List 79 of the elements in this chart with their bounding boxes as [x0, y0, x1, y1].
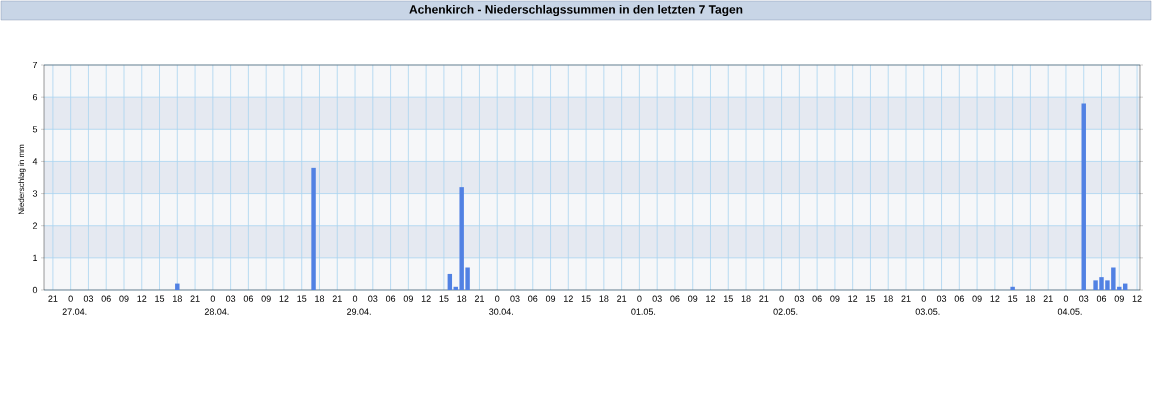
x-tick-label: 12 — [564, 295, 573, 302]
x-tick-label: 0 — [495, 295, 500, 302]
x-tick-label: 06 — [385, 295, 396, 302]
x-tick-label: 09 — [545, 295, 556, 302]
x-tick-label: 03 — [368, 295, 378, 302]
x-tick-label: 0 — [921, 295, 926, 302]
x-tick-label: 03 — [510, 295, 520, 302]
x-tick-label: 03 — [936, 295, 947, 302]
text: 29.04. — [347, 308, 371, 315]
x-tick-label: 15 — [866, 295, 876, 302]
x-tick-label: 09 — [972, 295, 982, 302]
text: 27.04. — [62, 308, 87, 315]
text: 01.05. — [631, 308, 656, 315]
y-tick-label: 2 — [32, 222, 38, 229]
x-tick-label: 12 — [1132, 295, 1142, 302]
y-tick-label: 7 — [32, 61, 38, 69]
x-tick-label: 03 — [1079, 295, 1089, 302]
x-tick-label: 15 — [155, 295, 165, 302]
x-tick-label: 18 — [1026, 295, 1035, 302]
y-tick-label: 0 — [32, 286, 38, 294]
x-tick-label: 09 — [403, 295, 413, 302]
x-tick-label: 09 — [261, 295, 271, 302]
x-tick-label: 18 — [883, 295, 893, 302]
x-tick-label: 18 — [173, 295, 182, 302]
x-tick-label: 06 — [528, 295, 538, 302]
y-tick-label: 3 — [32, 190, 38, 197]
text: 03.05. — [915, 308, 940, 315]
x-tick-label: 06 — [1096, 295, 1107, 302]
x-tick-label: 21 — [617, 295, 627, 302]
x-tick-label: 15 — [297, 295, 307, 302]
text: 02.05. — [773, 308, 798, 315]
text: 30.04. — [489, 308, 513, 315]
x-tick-label: 15 — [723, 295, 733, 302]
x-tick-label: 09 — [830, 295, 840, 302]
x-tick-label: 06 — [812, 295, 822, 302]
x-tick-label: 21 — [474, 295, 484, 302]
x-tick-label: 15 — [581, 295, 591, 302]
text: 04.05. — [1057, 308, 1082, 315]
x-tick-label: 15 — [439, 295, 449, 302]
x-tick-label: 18 — [741, 295, 751, 302]
x-tick-label: 0 — [637, 295, 642, 302]
x-tick-label: 12 — [990, 295, 1000, 302]
x-tick-label: 12 — [848, 295, 858, 302]
x-tick-label: 09 — [119, 295, 129, 302]
x-tick-label: 12 — [421, 295, 431, 302]
x-tick-label: 12 — [279, 295, 289, 302]
x-tick-label: 12 — [706, 295, 716, 302]
x-tick-label: 21 — [190, 295, 200, 302]
x-tick-label: 12 — [137, 295, 147, 302]
x-tick-label: 21 — [48, 295, 58, 302]
x-tick-label: 09 — [1114, 295, 1124, 302]
x-tick-label: 0 — [352, 295, 358, 302]
x-tick-label: 18 — [315, 295, 325, 302]
x-tick-label: 03 — [652, 295, 662, 302]
x-tick-label: 0 — [210, 295, 215, 302]
x-tick-label: 21 — [901, 295, 911, 302]
x-tick-label: 0 — [68, 295, 73, 302]
x-tick-label: 03 — [83, 295, 94, 302]
y-tick-label: 5 — [32, 126, 38, 133]
text: 28.04. — [204, 308, 229, 315]
x-tick-label: 0 — [1063, 295, 1069, 302]
x-tick-label: 21 — [1043, 295, 1053, 302]
y-tick-label: 6 — [32, 93, 38, 101]
x-tick-label: 06 — [670, 295, 680, 302]
x-tick-label: 15 — [1008, 295, 1018, 302]
x-tick-label: 06 — [954, 295, 964, 302]
y-tick-label: 4 — [32, 158, 38, 165]
chart-title: Achenkirch - Niederschlagssummen in den letzten 7 Tagen — [409, 4, 743, 17]
x-tick-label: 03 — [794, 295, 804, 302]
x-tick-label: 0 — [779, 295, 784, 302]
x-tick-label: 18 — [457, 295, 467, 302]
x-tick-label: 03 — [225, 295, 236, 302]
x-tick-label: 06 — [243, 295, 253, 302]
x-tick-label: 09 — [688, 295, 698, 302]
x-tick-label: 06 — [101, 295, 111, 302]
x-tick-label: 21 — [759, 295, 769, 302]
y-tick-label: 1 — [33, 254, 38, 261]
x-tick-label: 21 — [332, 295, 342, 302]
x-tick-label: 18 — [599, 295, 609, 302]
